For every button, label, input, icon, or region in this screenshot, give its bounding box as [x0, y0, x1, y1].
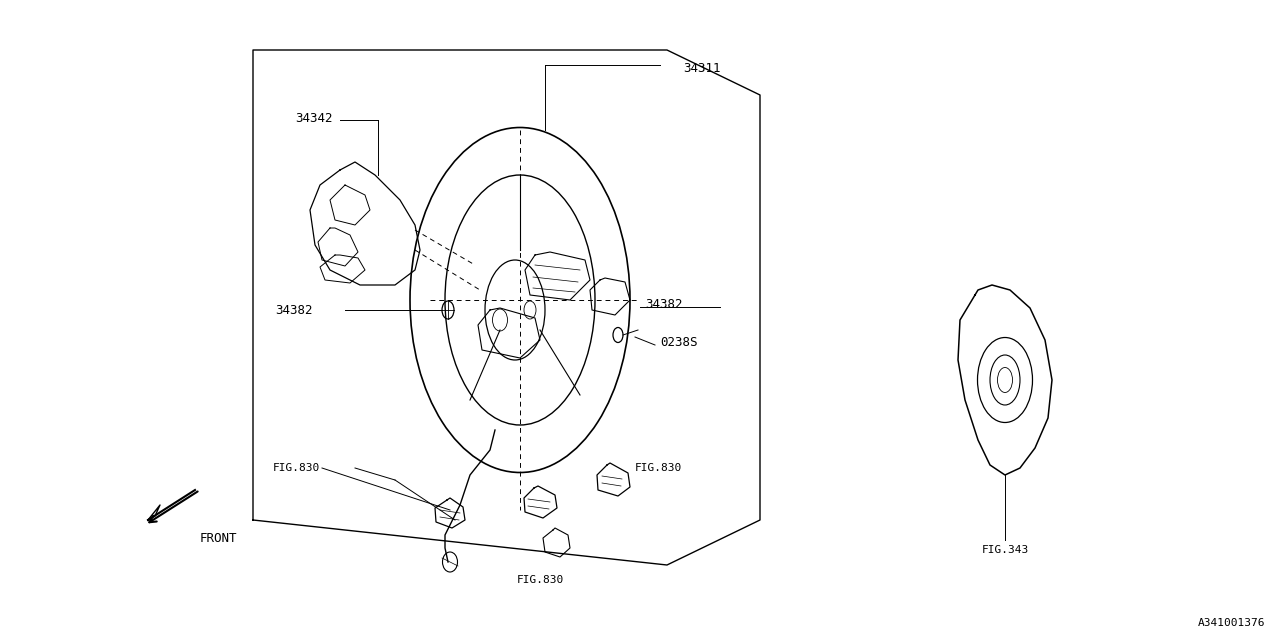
- Text: FIG.343: FIG.343: [982, 545, 1029, 555]
- Text: 0238S: 0238S: [660, 335, 698, 349]
- Text: FIG.830: FIG.830: [635, 463, 682, 473]
- Text: 34382: 34382: [645, 298, 682, 312]
- Text: FRONT: FRONT: [200, 531, 238, 545]
- Text: FIG.830: FIG.830: [516, 575, 563, 585]
- Text: A341001376: A341001376: [1198, 618, 1265, 628]
- Text: 34342: 34342: [294, 111, 333, 125]
- Text: 34382: 34382: [275, 303, 312, 317]
- Text: FIG.830: FIG.830: [273, 463, 320, 473]
- Text: 34311: 34311: [684, 61, 721, 74]
